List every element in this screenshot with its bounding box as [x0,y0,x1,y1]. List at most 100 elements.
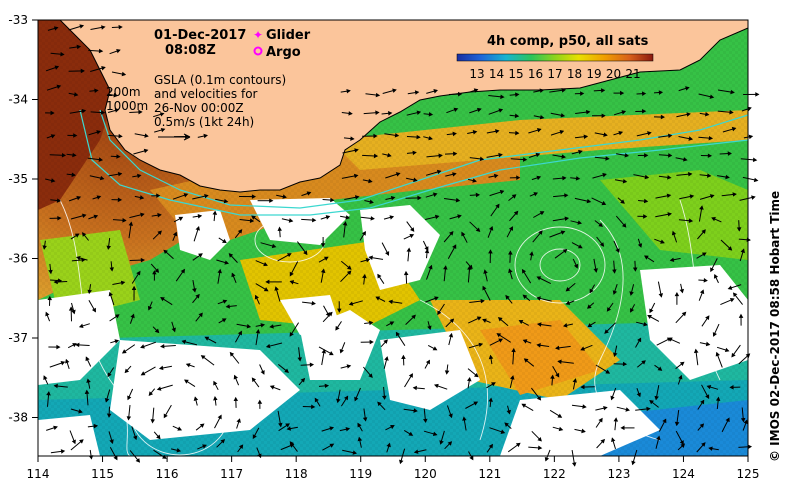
velocity-arrowhead [269,324,274,329]
velocity-arrowhead [388,299,393,305]
velocity-arrowhead [233,396,239,402]
velocity-arrowhead [444,370,450,375]
velocity-arrowhead [212,210,218,215]
velocity-arrowhead [101,66,106,71]
velocity-arrowhead [622,361,628,367]
velocity-arrowhead [238,444,244,450]
velocity-arrowhead [550,374,555,379]
velocity-arrowhead [68,306,74,311]
velocity-arrowhead [469,455,474,461]
velocity-arrowhead [480,298,485,304]
velocity-arrowhead [357,436,363,442]
velocity-arrowhead [536,276,542,281]
velocity-arrowhead [618,130,624,136]
velocity-arrowhead [699,423,705,428]
velocity-arrowhead [644,153,649,158]
velocity-arrowhead [732,292,738,298]
velocity-arrowhead [536,395,542,401]
velocity-arrowhead [204,193,209,199]
velocity-arrowhead [183,193,189,198]
velocity-arrowhead [727,285,733,290]
velocity-arrowhead [300,377,306,383]
velocity-arrowhead [625,407,631,412]
velocity-arrowhead [681,311,687,317]
velocity-arrowhead [76,195,82,201]
y-tick-label: -37 [8,331,28,345]
velocity-arrowhead [143,148,149,154]
velocity-arrowhead [508,250,513,255]
velocity-arrowhead [409,233,415,239]
velocity-arrowhead [555,372,560,378]
annotation-line-1: GSLA (0.1m contours) [154,73,286,87]
velocity-arrowhead [562,175,567,181]
velocity-arrowhead [345,426,351,432]
velocity-arrowhead [82,213,87,219]
velocity-arrowhead [195,226,200,231]
velocity-arrowhead [229,351,235,357]
colorbar-tick-label: 15 [508,67,523,81]
velocity-arrowhead [410,227,415,232]
velocity-arrowhead [71,439,76,445]
velocity-arrowhead [565,300,571,305]
velocity-arrowhead [643,321,648,327]
velocity-arrowhead [128,221,134,226]
velocity-arrowhead [184,379,189,384]
velocity-arrowhead [75,255,81,261]
velocity-arrowhead [94,88,99,93]
velocity-arrowhead [598,222,604,227]
velocity-arrowhead [362,417,368,422]
velocity-arrowhead [389,321,395,326]
velocity-arrowhead [457,91,463,97]
velocity-arrowhead [727,151,732,156]
velocity-arrowhead [518,319,524,325]
velocity-arrowhead [106,413,112,418]
velocity-arrowhead [46,391,51,396]
velocity-arrowhead [342,221,348,226]
colorbar-tick-label: 18 [567,67,582,81]
velocity-arrowhead [706,384,712,390]
velocity-arrowhead [139,195,145,200]
velocity-arrowhead [452,244,457,250]
velocity-arrowhead [462,416,467,421]
velocity-arrowhead [582,404,587,409]
velocity-arrowhead [535,152,541,158]
velocity-arrowhead [390,424,395,430]
velocity-arrowhead [497,317,503,322]
velocity-arrowhead [709,94,715,99]
velocity-arrowhead [449,318,455,324]
velocity-arrowhead [72,152,77,158]
velocity-arrowhead [680,443,686,448]
velocity-arrowhead [98,48,104,54]
velocity-arrowhead [228,253,234,258]
velocity-arrowhead [482,285,487,291]
velocity-arrowhead [50,178,56,183]
velocity-arrowhead [350,136,355,141]
velocity-arrowhead [667,175,672,180]
velocity-arrowhead [424,248,430,254]
gsla-contours [59,199,721,457]
velocity-arrowhead [725,174,730,180]
velocity-arrowhead [195,293,200,299]
velocity-arrowhead [425,359,430,365]
velocity-arrowhead [498,108,504,113]
velocity-arrowhead [472,129,478,135]
velocity-arrowhead [731,352,736,358]
colorbar-tick-label: 14 [489,67,504,81]
velocity-arrowhead [488,225,494,231]
velocity-arrowhead [72,343,77,348]
velocity-arrowhead [198,312,203,318]
velocity-arrowhead [560,113,566,118]
velocity-arrowhead [311,301,316,306]
velocity-arrowhead [580,384,585,390]
velocity-arrowhead [564,216,570,222]
velocity-arrowhead [114,339,120,344]
velocity-arrowhead [348,301,354,306]
velocity-arrowhead [368,255,373,261]
velocity-arrowhead [488,397,493,402]
velocity-arrowhead [686,112,691,117]
velocity-arrowhead [438,153,443,158]
velocity-arrowhead [329,426,335,431]
velocity-arrowhead [679,440,684,445]
velocity-arrowhead [81,108,87,114]
velocity-arrowhead [231,272,236,278]
